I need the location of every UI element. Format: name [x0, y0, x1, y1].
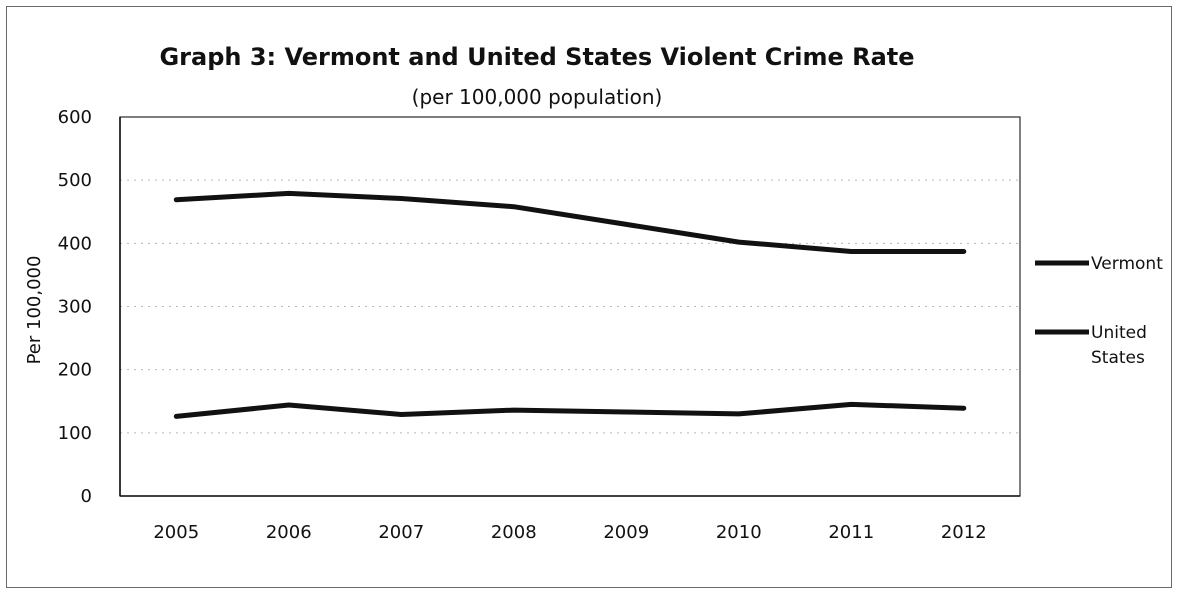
legend-label-line: United: [1091, 323, 1147, 343]
series-line-united-states: [173, 401, 967, 419]
y-tick-label: 0: [81, 486, 92, 507]
x-tick-label: 2009: [603, 522, 649, 543]
x-tick-label: 2012: [941, 522, 987, 543]
chart-frame: Graph 3: Vermont and United States Viole…: [6, 6, 1172, 588]
x-tick-label: 2005: [153, 522, 199, 543]
legend-label-united-states: United States: [1091, 323, 1147, 368]
y-tick-label: 500: [58, 170, 92, 191]
legend-label-vermont: Vermont: [1091, 254, 1163, 274]
y-tick-label: 200: [58, 360, 92, 381]
y-tick-label: 400: [58, 233, 92, 254]
y-tick-label: 600: [58, 107, 92, 128]
series-lines: [173, 190, 967, 419]
x-tick-label: 2010: [716, 522, 762, 543]
line-chart: Graph 3: Vermont and United States Viole…: [24, 43, 1163, 543]
axes: [119, 116, 1021, 497]
chart-subtitle: (per 100,000 population): [412, 85, 663, 109]
series-line-vermont: [173, 190, 967, 254]
y-tick-label: 100: [58, 423, 92, 444]
legend: Vermont United States: [1035, 254, 1163, 368]
x-tick-label: 2006: [266, 522, 312, 543]
legend-label-line: States: [1091, 348, 1145, 368]
y-tick-labels: 0 100 200 300 400 500 600: [58, 107, 92, 507]
legend-label-line: Vermont: [1091, 254, 1163, 274]
x-tick-label: 2008: [491, 522, 537, 543]
grid-lines: [120, 179, 1020, 434]
x-tick-label: 2007: [378, 522, 424, 543]
x-tick-label: 2011: [828, 522, 874, 543]
x-tick-labels: 2005 2006 2007 2008 2009 2010 2011 2012: [153, 522, 986, 543]
y-axis-label: Per 100,000: [24, 256, 45, 365]
chart-title: Graph 3: Vermont and United States Viole…: [159, 43, 914, 71]
y-tick-label: 300: [58, 297, 92, 318]
